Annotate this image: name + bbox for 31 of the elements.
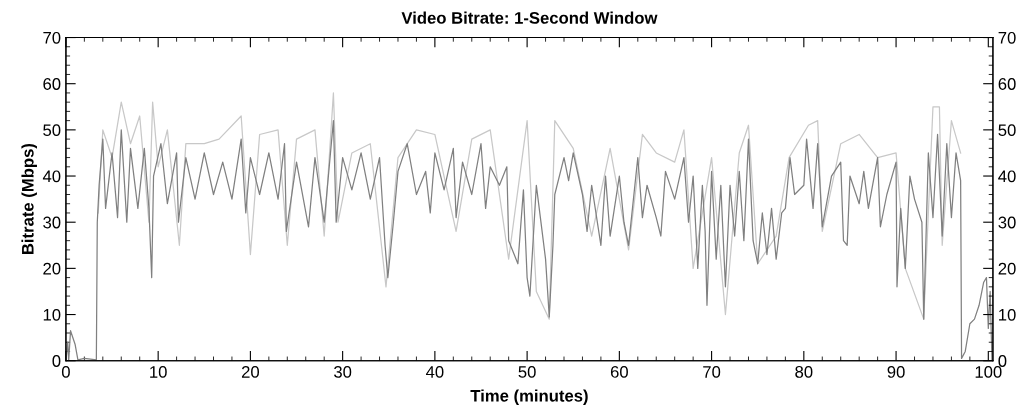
y2-tick-label: 50: [998, 124, 1016, 137]
x-tick-label: 20: [241, 366, 260, 378]
line-series: [97, 92, 962, 320]
x-tick-label: 80: [795, 366, 813, 378]
x-axis-title: Time (minutes): [470, 389, 588, 405]
y2-tick-label: 0: [998, 355, 1007, 367]
chart-title: Video Bitrate: 1-Second Window: [401, 11, 658, 24]
y-tick-label: 20: [43, 262, 61, 275]
x-tick-label: 50: [518, 366, 536, 378]
y2-tick-label: 10: [999, 308, 1016, 321]
x-tick-label: 30: [334, 366, 352, 378]
x-tick-label: 100: [975, 366, 1002, 378]
y-tick-label: 50: [43, 124, 61, 137]
y2-tick-label: 40: [998, 170, 1016, 183]
x-tick-label: 60: [610, 366, 628, 378]
y2-tick-label: 20: [998, 262, 1016, 275]
y2-tick-label: 70: [998, 31, 1016, 44]
x-tick-label: 40: [425, 366, 444, 378]
y-tick-label: 10: [43, 308, 61, 321]
x-tick-label: 90: [887, 366, 905, 378]
y-tick-label: 70: [43, 31, 61, 44]
y-tick-label: 0: [52, 355, 61, 367]
y-tick-label: 60: [43, 78, 61, 90]
x-tick-label: 70: [703, 366, 721, 378]
x-tick-label: 10: [150, 366, 167, 378]
y-tick-label: 30: [43, 216, 61, 229]
x-tick-label: 0: [61, 366, 70, 378]
y2-tick-label: 30: [998, 216, 1016, 229]
y-tick-label: 40: [42, 170, 61, 183]
y2-tick-label: 60: [998, 78, 1016, 90]
y-axis-title: Bitrate (Mbps): [21, 143, 37, 255]
